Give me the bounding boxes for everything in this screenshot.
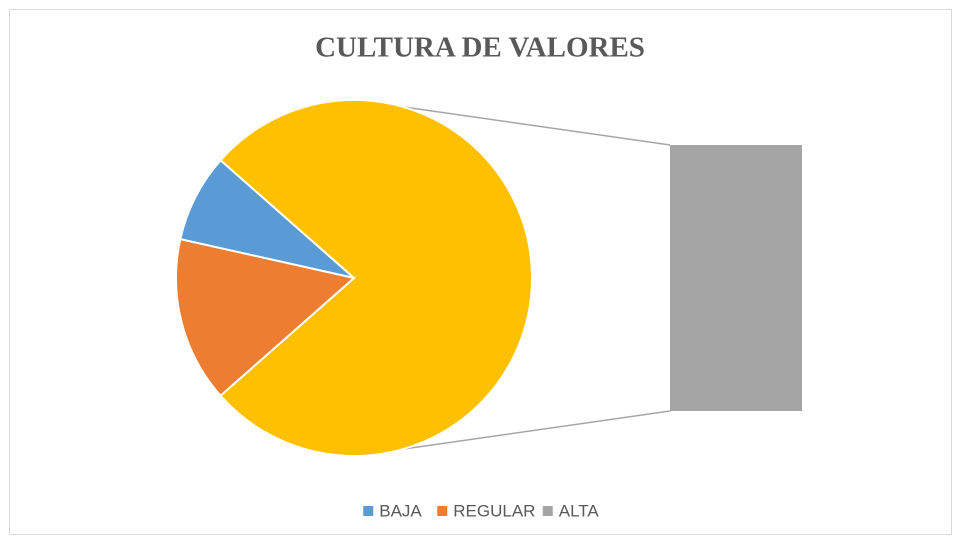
legend-label: ALTA	[559, 501, 600, 520]
legend-swatch	[363, 506, 374, 516]
connector-line	[402, 410, 671, 450]
chart-title: CULTURA DE VALORES	[315, 32, 645, 64]
bar-segment	[670, 145, 802, 411]
connector-line	[402, 106, 671, 146]
pie-slice	[175, 237, 357, 398]
legend-swatch	[542, 506, 553, 516]
legend-label: BAJA	[379, 501, 422, 520]
legend-swatch	[437, 506, 448, 516]
legend-label: REGULAR	[453, 501, 535, 520]
other-slice	[219, 99, 533, 457]
